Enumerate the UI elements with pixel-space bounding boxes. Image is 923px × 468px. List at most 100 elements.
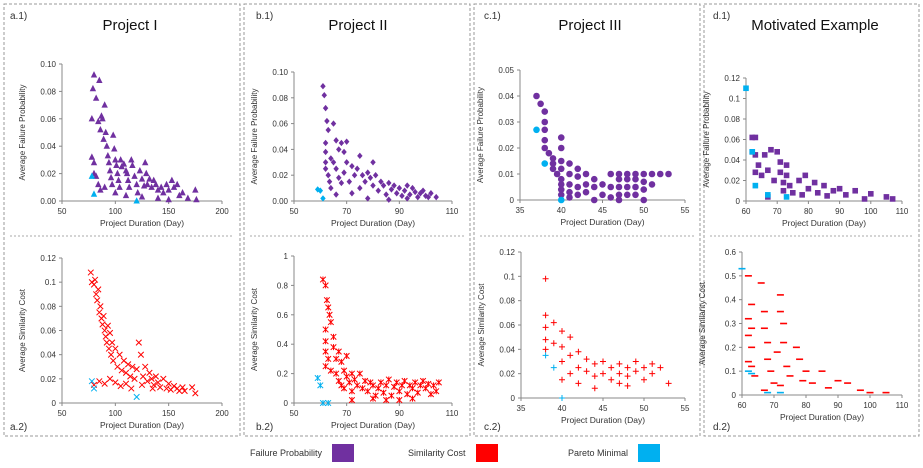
legend-similarity-label: Similarity Cost	[408, 448, 466, 458]
y-axis-label: Average Failure Probability	[18, 85, 27, 181]
y-tick-label: 0.02	[40, 170, 56, 179]
data-point	[101, 101, 107, 107]
data-point	[591, 197, 598, 204]
data-point	[158, 184, 164, 190]
data-point	[641, 365, 647, 371]
data-point	[114, 170, 120, 176]
data-point	[591, 176, 598, 183]
y-axis-label: Average Similarity Cost	[18, 288, 27, 372]
data-point	[327, 178, 332, 184]
data-point	[320, 83, 325, 89]
data-point	[341, 169, 346, 175]
data-point	[370, 159, 375, 165]
x-tick-label: 110	[446, 207, 459, 216]
x-tick-label: 50	[290, 207, 299, 216]
data-point	[189, 384, 195, 390]
data-point	[326, 127, 331, 133]
data-point	[802, 173, 808, 179]
data-point	[174, 181, 180, 187]
y-tick-label: 0.06	[272, 120, 288, 129]
x-tick-label: 40	[558, 404, 567, 413]
data-point	[103, 129, 109, 135]
data-point	[100, 136, 106, 142]
data-point	[326, 172, 331, 178]
data-point	[567, 371, 573, 377]
y-axis-label: Average Similarity Cost	[698, 281, 707, 365]
data-point	[108, 352, 114, 358]
data-point	[868, 191, 874, 197]
data-point	[649, 181, 656, 188]
data-point	[632, 192, 639, 199]
data-point	[339, 359, 345, 365]
data-point	[126, 184, 132, 190]
y-tick-label: 0	[736, 197, 741, 206]
x-tick-label: 110	[896, 207, 909, 216]
data-point	[559, 344, 565, 350]
chart-panel-a1: a.1)Project I50 100 150 2000.000.020.040.06…	[10, 11, 229, 228]
data-point	[624, 184, 631, 191]
y-tick-label: 0.12	[40, 254, 56, 263]
x-tick-label: 110	[446, 409, 459, 418]
data-point	[131, 173, 137, 179]
x-tick-label: 150	[162, 207, 176, 216]
panel-label: b.2)	[256, 422, 273, 433]
pareto-series	[739, 269, 784, 393]
data-point	[370, 182, 375, 188]
y-tick-label: 0.4	[277, 340, 289, 349]
x-tick-label: 35	[517, 404, 526, 413]
data-point	[110, 358, 116, 364]
data-point	[333, 356, 339, 362]
similarity-series	[745, 276, 890, 393]
x-tick-label: 70	[342, 207, 351, 216]
x-tick-label: 50	[640, 404, 649, 413]
data-point	[349, 388, 355, 394]
data-point	[756, 162, 762, 168]
data-point	[625, 365, 631, 371]
data-point	[575, 365, 581, 371]
data-point	[771, 178, 777, 184]
data-point	[649, 171, 656, 178]
data-point	[799, 192, 805, 198]
pareto-point	[133, 197, 139, 203]
data-point	[433, 194, 438, 200]
y-tick-label: 0.08	[724, 115, 740, 124]
data-point	[109, 181, 115, 187]
data-point	[91, 159, 97, 165]
pareto-point	[749, 149, 755, 155]
pareto-point	[543, 352, 549, 358]
data-point	[784, 173, 790, 179]
x-axis-label: Project Duration (Day)	[560, 217, 644, 227]
y-tick-label: 0.12	[724, 74, 740, 83]
data-point	[616, 361, 622, 367]
data-point	[566, 160, 573, 167]
data-point	[386, 180, 391, 186]
y-tick-label: 0.2	[277, 370, 289, 379]
chart-title: Project I	[102, 17, 157, 34]
data-point	[567, 334, 573, 340]
data-point	[599, 181, 606, 188]
data-point	[559, 359, 565, 365]
data-point	[625, 383, 631, 389]
x-tick-label: 100	[109, 409, 123, 418]
pareto-point	[784, 194, 790, 200]
data-point	[352, 376, 358, 382]
data-point	[433, 388, 439, 394]
data-point	[592, 385, 598, 391]
data-point	[397, 397, 403, 403]
y-tick-label: 0.8	[277, 281, 289, 290]
data-point	[111, 145, 117, 151]
data-point	[600, 359, 606, 365]
data-point	[344, 138, 349, 144]
y-tick-label: 0.12	[499, 248, 515, 257]
data-point	[428, 391, 434, 397]
panel-label: a.1)	[10, 11, 27, 22]
y-tick-label: 0.03	[498, 118, 514, 127]
data-point	[354, 166, 359, 172]
legend-similarity: Similarity Cost	[408, 441, 498, 465]
data-point	[113, 380, 119, 386]
data-point	[160, 189, 166, 195]
data-point	[815, 190, 821, 196]
data-point	[397, 388, 403, 394]
data-point	[665, 171, 672, 178]
data-point	[118, 383, 124, 389]
